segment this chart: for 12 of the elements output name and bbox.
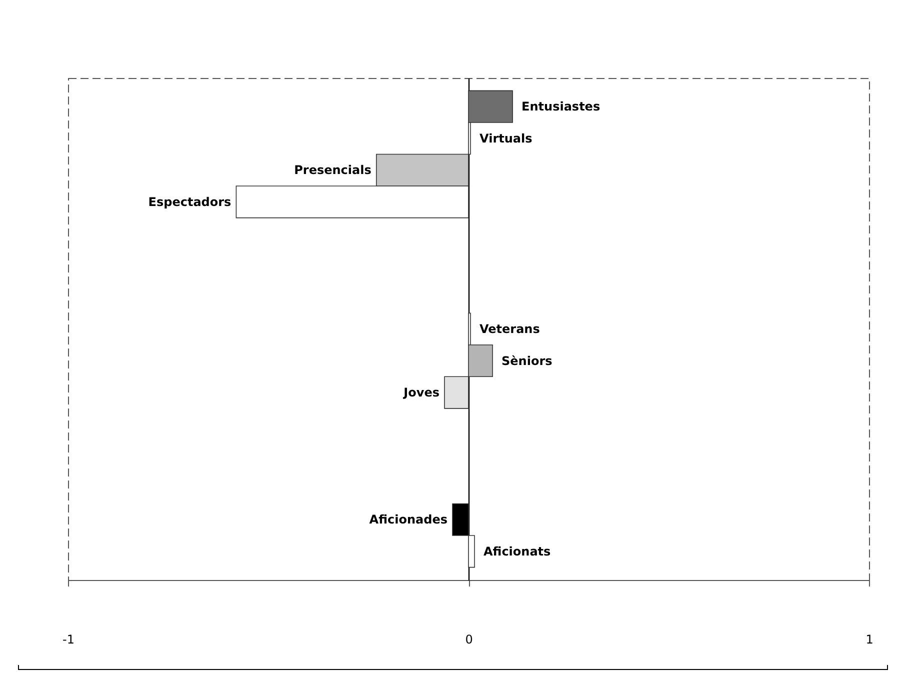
x-tick-label: 0 [465, 632, 473, 646]
y-tick-label: Joves [402, 386, 440, 400]
x-tick-label: -1 [62, 632, 74, 646]
y-tick-label: Veterans [480, 322, 540, 336]
x-tick-label: 1 [866, 632, 874, 646]
y-tick-label: Entusiastes [522, 100, 600, 114]
y-tick-label: Presencials [294, 163, 372, 178]
y-tick-label: Virtuals [480, 131, 532, 146]
y-tick-label: Sèniors [502, 354, 552, 368]
y-tick-label: Aficionades [369, 512, 448, 527]
y-tick-label: Espectadors [148, 194, 232, 209]
y-tick-label: Aficionats [484, 544, 551, 558]
